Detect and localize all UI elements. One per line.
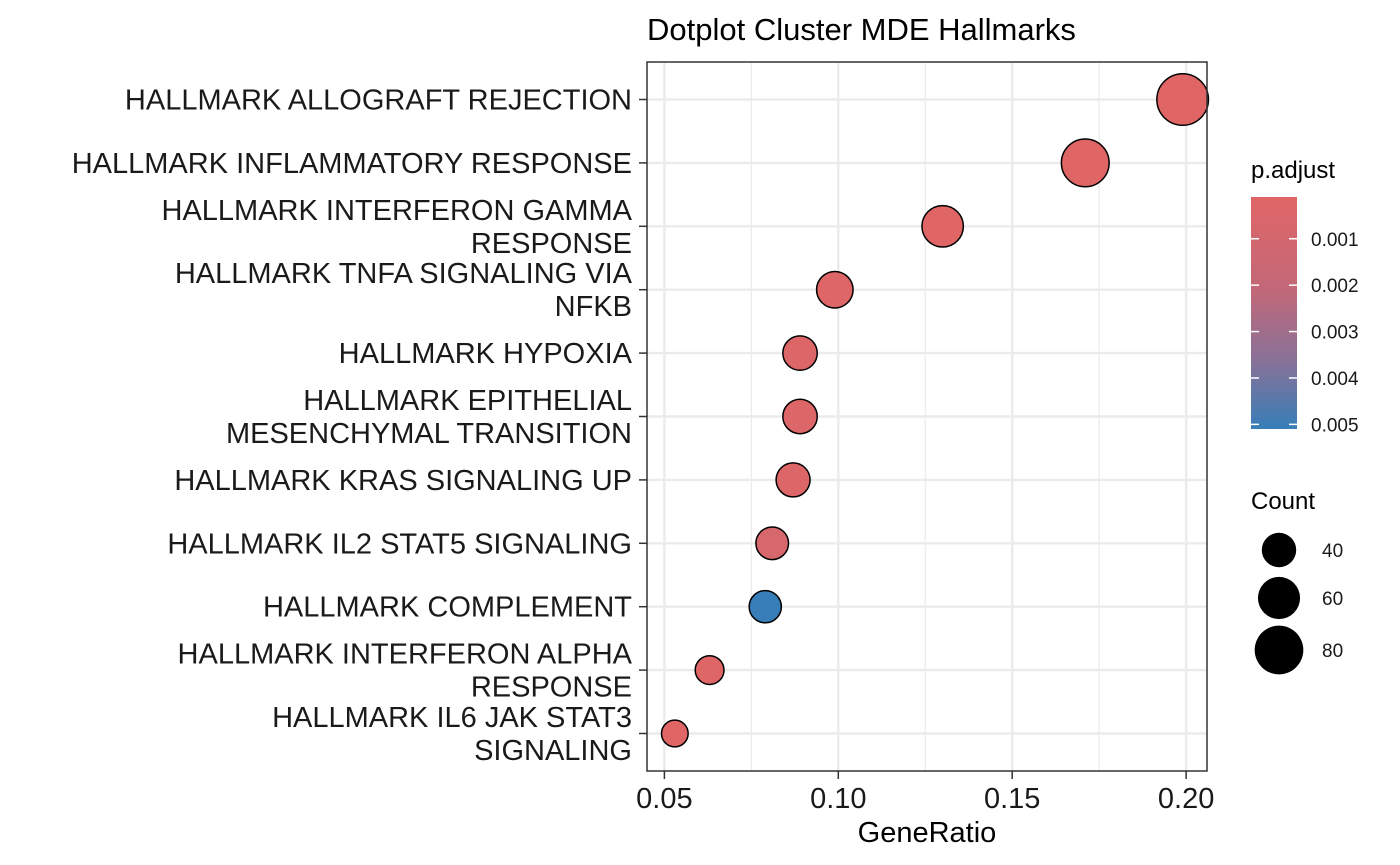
size-legend-key <box>1257 576 1301 620</box>
data-point <box>782 335 818 372</box>
x-axis-ticks: 0.05 0.10 0.15 0.20 <box>636 771 1214 815</box>
data-point <box>1156 72 1210 127</box>
data-point <box>815 270 854 309</box>
color-legend-title: p.adjust <box>1251 157 1335 184</box>
data-point <box>775 462 811 498</box>
x-axis-title: GeneRatio <box>858 817 997 849</box>
color-legend-colorbar <box>1251 197 1297 429</box>
y-tick-label: HALLMARK COMPLEMENT <box>263 592 632 624</box>
y-tick-label: HALLMARK EPITHELIAL <box>303 385 632 417</box>
color-legend-label: 0.005 <box>1311 415 1359 436</box>
size-legend: Count 40 60 80 <box>1251 488 1343 675</box>
grid-lines <box>647 62 1207 771</box>
y-tick-label: HALLMARK IL6 JAK STAT3 <box>272 702 632 734</box>
y-tick-label: SIGNALING <box>474 735 632 767</box>
size-legend-label: 60 <box>1322 589 1343 610</box>
y-tick-label: MESENCHYMAL TRANSITION <box>226 418 632 450</box>
data-point <box>694 654 725 686</box>
size-legend-key <box>1254 625 1304 675</box>
x-tick-label: 0.10 <box>810 783 866 815</box>
color-legend-label: 0.004 <box>1311 369 1359 390</box>
x-tick-label: 0.20 <box>1158 783 1214 815</box>
data-point <box>921 204 965 248</box>
data-point <box>755 526 790 561</box>
y-tick-label: HALLMARK IL2 STAT5 SIGNALING <box>167 528 632 560</box>
size-legend-label: 80 <box>1322 641 1343 662</box>
y-tick-label: HALLMARK INTERFERON ALPHA <box>178 639 633 671</box>
color-legend-label: 0.003 <box>1311 323 1359 344</box>
y-tick-label: HALLMARK TNFA SIGNALING VIA <box>175 258 633 290</box>
size-legend-title: Count <box>1251 488 1315 515</box>
size-legend-key <box>1261 532 1297 568</box>
y-tick-label: HALLMARK KRAS SIGNALING UP <box>174 465 632 497</box>
data-point <box>1060 138 1110 188</box>
y-tick-label: NFKB <box>555 291 632 323</box>
chart-title: Dotplot Cluster MDE Hallmarks <box>647 12 1076 47</box>
color-legend: p.adjust 0.001 0.002 0.003 0.004 0.005 <box>1251 157 1359 436</box>
y-tick-label: RESPONSE <box>471 228 632 260</box>
y-tick-label: HALLMARK HYPOXIA <box>339 338 633 370</box>
data-point <box>782 398 818 435</box>
y-axis-ticks: HALLMARK ALLOGRAFT REJECTION HALLMARK INF… <box>72 85 647 767</box>
color-legend-label: 0.002 <box>1311 276 1359 297</box>
y-tick-label: HALLMARK INTERFERON GAMMA <box>162 195 633 227</box>
color-legend-label: 0.001 <box>1311 230 1359 251</box>
size-legend-label: 40 <box>1322 541 1343 562</box>
y-tick-label: HALLMARK INFLAMMATORY RESPONSE <box>72 148 632 180</box>
data-points <box>660 72 1210 748</box>
y-tick-label: HALLMARK ALLOGRAFT REJECTION <box>125 85 632 117</box>
data-point <box>660 719 689 748</box>
x-tick-label: 0.05 <box>636 783 692 815</box>
data-point <box>748 589 783 624</box>
x-tick-label: 0.15 <box>984 783 1040 815</box>
y-tick-label: RESPONSE <box>471 672 632 704</box>
